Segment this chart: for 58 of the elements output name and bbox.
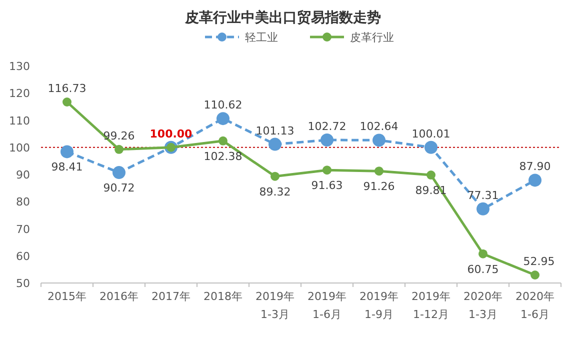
point [530,270,540,280]
point [268,138,282,151]
point [372,134,386,147]
data-label: 110.62 [204,98,242,112]
x-tick-label: 2015年 [48,290,86,303]
x-tick-label: 2020年 1-3月 [464,290,502,321]
point [478,249,488,258]
y-tick-label: 130 [9,60,30,73]
data-label: 102.64 [360,120,398,134]
data-label: 91.63 [311,179,343,192]
chart-title: 皮革行业中美出口贸易指数走势 [184,9,381,26]
data-label: 87.90 [519,160,551,174]
y-tick-label: 120 [9,87,30,100]
point [62,97,72,106]
x-tick-label: 2019年 1-3月 [256,290,294,321]
point [218,136,228,146]
point [374,166,384,176]
y-tick-label: 60 [16,250,30,263]
data-label: 102.72 [308,120,346,133]
point [320,133,334,146]
data-label: 116.73 [48,82,86,95]
x-tick-label: 2019年 1-9月 [360,290,398,321]
x-tick-label: 2018年 [204,290,242,303]
data-label: 60.75 [467,262,499,276]
x-tick-label: 2016年 [100,290,138,303]
x-tick-label: 2019年 1-12月 [412,290,450,321]
x-tick-label: 2017年 [152,290,190,303]
annotation: 100.00 [150,127,193,140]
point [426,170,436,180]
data-label: 102.38 [204,150,242,163]
y-tick-label: 50 [16,277,30,290]
data-label: 98.41 [51,160,83,174]
data-label: 52.95 [523,255,555,268]
data-label: 99.26 [103,129,135,142]
y-tick-label: 110 [9,114,30,128]
y-tick-label: 80 [16,196,30,209]
data-label: 101.13 [256,124,294,138]
data-label: 77.31 [467,188,499,202]
data-label: 90.72 [103,182,135,195]
point [114,144,124,154]
point [112,166,126,180]
x-tick-label: 2019年 1-6月 [308,290,346,321]
y-tick-label: 70 [16,222,30,236]
point [424,140,438,154]
legend-label: 轻工业 [245,31,278,44]
point [322,166,332,175]
point [528,174,542,187]
point [476,202,490,216]
legend-label: 皮革行业 [350,31,394,44]
y-tick-label: 90 [16,168,30,182]
data-label: 91.26 [363,180,395,194]
point [270,172,280,181]
data-label: 100.01 [412,127,450,140]
x-tick-label: 2020年 1-6月 [516,290,554,321]
y-tick-label: 100 [9,141,30,154]
point [60,145,74,158]
point [216,112,230,126]
data-label: 89.32 [259,185,291,198]
